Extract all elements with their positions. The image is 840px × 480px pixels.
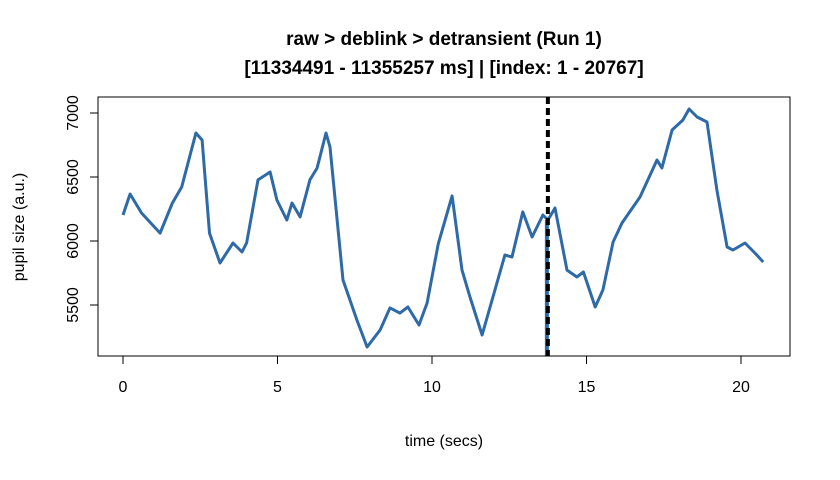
x-axis: 0 5 10 15 20 <box>119 355 750 396</box>
y-tick-label: 5500 <box>65 287 82 323</box>
x-tick-label: 0 <box>119 379 128 396</box>
x-tick-label: 20 <box>732 379 750 396</box>
y-tick-label: 6500 <box>65 159 82 195</box>
x-tick-label: 5 <box>273 379 282 396</box>
x-axis-label: time (secs) <box>405 433 483 450</box>
y-tick-label: 6000 <box>65 223 82 259</box>
y-tick-label: 7000 <box>65 95 82 131</box>
x-tick-label: 15 <box>578 379 596 396</box>
chart-title-line-1: raw > deblink > detransient (Run 1) <box>286 29 602 50</box>
x-tick-label: 10 <box>423 379 441 396</box>
pupil-size-series <box>121 107 765 349</box>
y-axis: 5500 6000 6500 7000 <box>65 95 99 323</box>
plot-area <box>121 97 765 356</box>
chart-title-line-2: [11334491 - 11355257 ms] | [index: 1 - 2… <box>244 58 643 79</box>
y-axis-label: pupil size (a.u.) <box>11 173 28 282</box>
